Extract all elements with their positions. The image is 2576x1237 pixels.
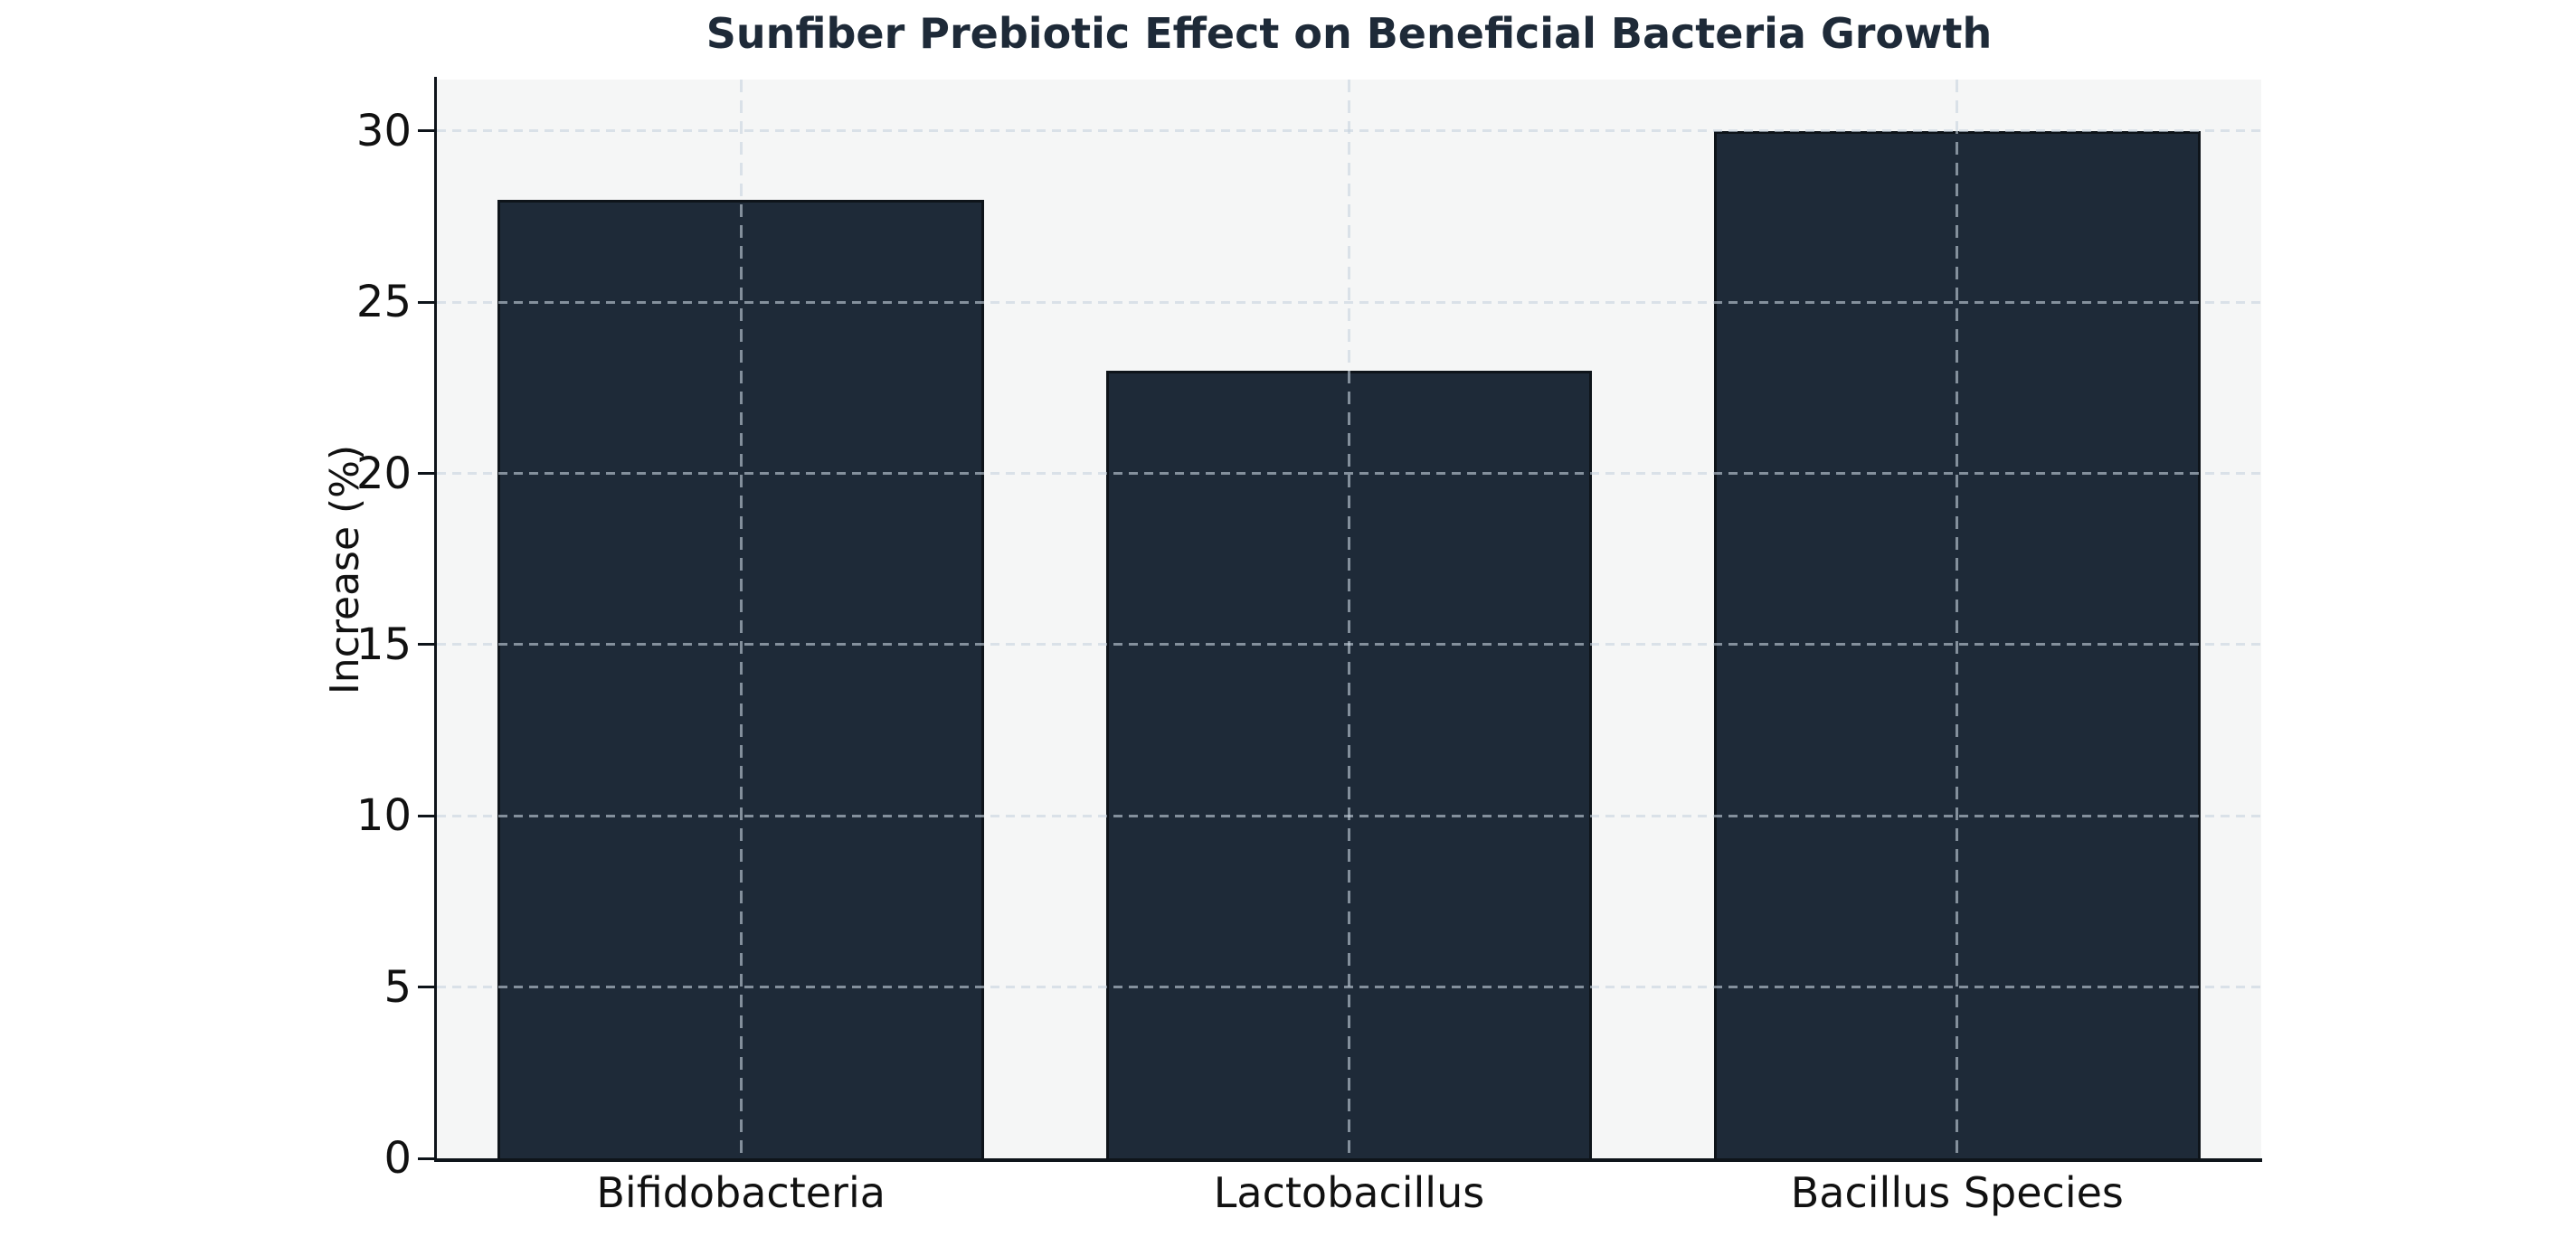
y-tick-label-20: 20 (355, 448, 412, 499)
x-axis-spine (434, 1158, 2262, 1162)
y-tick-label-0: 0 (384, 1133, 412, 1184)
v-gridline-bifidobacteria (739, 80, 743, 1158)
x-tick-label-lactobacillus: Lactobacillus (1213, 1168, 1485, 1217)
y-tick-mark-15 (418, 643, 434, 647)
y-tick-mark-5 (418, 986, 434, 989)
y-tick-label-5: 5 (384, 961, 412, 1013)
y-tick-label-10: 10 (355, 790, 412, 842)
y-axis-label: Increase (%) (322, 444, 368, 695)
y-tick-mark-10 (418, 814, 434, 817)
plot-area (437, 80, 2261, 1158)
y-tick-label-15: 15 (355, 618, 412, 670)
x-tick-label-bacillus-species: Bacillus Species (1790, 1168, 2124, 1217)
y-axis-spine (434, 77, 437, 1161)
x-tick-label-bifidobacteria: Bifidobacteria (596, 1168, 886, 1217)
y-tick-mark-20 (418, 472, 434, 476)
y-tick-mark-30 (418, 129, 434, 133)
y-tick-mark-25 (418, 300, 434, 304)
chart-title: Sunfiber Prebiotic Effect on Beneficial … (706, 9, 1993, 58)
v-gridline-bacillus-species (1956, 80, 1959, 1158)
y-tick-label-25: 25 (355, 277, 412, 328)
v-gridline-lactobacillus (1348, 80, 1350, 1158)
y-tick-label-30: 30 (355, 105, 412, 156)
y-tick-mark-0 (418, 1157, 434, 1160)
